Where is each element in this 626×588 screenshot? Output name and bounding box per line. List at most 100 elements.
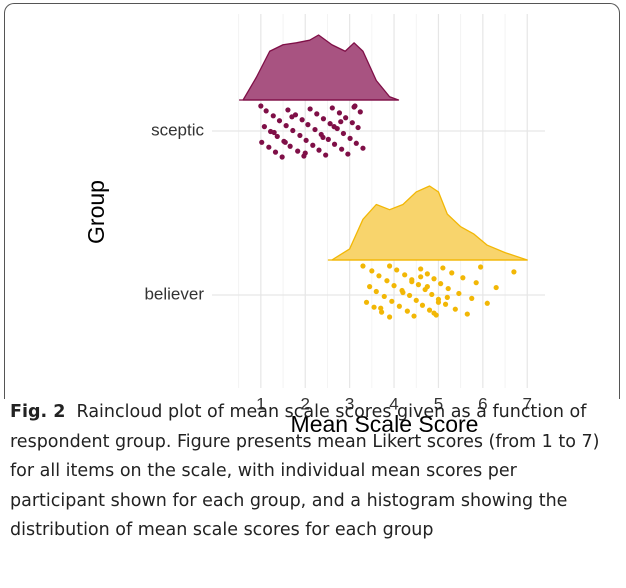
point bbox=[387, 314, 393, 320]
point bbox=[316, 147, 322, 153]
point bbox=[367, 284, 373, 290]
point bbox=[312, 126, 318, 133]
point bbox=[274, 133, 280, 140]
point bbox=[353, 140, 359, 146]
point bbox=[299, 117, 305, 123]
point bbox=[355, 124, 361, 131]
point bbox=[347, 135, 353, 141]
point bbox=[376, 273, 382, 279]
point bbox=[435, 299, 442, 305]
point bbox=[323, 152, 329, 158]
point bbox=[363, 299, 370, 305]
point bbox=[360, 263, 366, 269]
point bbox=[331, 141, 338, 147]
point bbox=[442, 301, 449, 307]
point bbox=[289, 114, 295, 120]
x-tick-label: 5 bbox=[434, 394, 443, 413]
point bbox=[444, 294, 450, 300]
point bbox=[276, 118, 283, 124]
point bbox=[287, 143, 293, 149]
point bbox=[329, 105, 335, 111]
point bbox=[404, 308, 410, 314]
point bbox=[258, 103, 264, 109]
point bbox=[297, 132, 303, 139]
point bbox=[339, 146, 345, 152]
point bbox=[295, 148, 301, 154]
x-axis-title: Mean Scale Score bbox=[291, 411, 479, 437]
point bbox=[285, 107, 291, 113]
point bbox=[431, 276, 437, 282]
point bbox=[271, 129, 277, 136]
point bbox=[272, 149, 279, 155]
density-area bbox=[331, 185, 528, 261]
point bbox=[426, 307, 433, 313]
point bbox=[387, 263, 393, 269]
density-area bbox=[242, 34, 400, 101]
point bbox=[357, 109, 363, 115]
point bbox=[282, 139, 288, 145]
point bbox=[402, 272, 408, 278]
point bbox=[406, 292, 413, 299]
point bbox=[413, 297, 419, 303]
point bbox=[484, 300, 490, 306]
point bbox=[473, 280, 479, 286]
point bbox=[283, 123, 289, 129]
point bbox=[445, 285, 451, 292]
point bbox=[266, 144, 272, 150]
point bbox=[270, 113, 276, 119]
point bbox=[302, 150, 308, 156]
point bbox=[452, 306, 458, 312]
point bbox=[424, 271, 430, 277]
point bbox=[336, 110, 343, 116]
point bbox=[449, 270, 455, 276]
point bbox=[340, 130, 347, 137]
point bbox=[419, 302, 426, 308]
point bbox=[381, 293, 387, 300]
point bbox=[263, 108, 269, 114]
point bbox=[391, 283, 397, 289]
point bbox=[429, 291, 435, 298]
point bbox=[352, 103, 358, 109]
point bbox=[379, 309, 385, 315]
point bbox=[418, 274, 424, 280]
point bbox=[394, 267, 400, 273]
point bbox=[338, 119, 344, 125]
caption: Fig. 2 Raincloud plot of mean scale scor… bbox=[10, 398, 616, 546]
point bbox=[303, 137, 309, 143]
point bbox=[373, 288, 379, 295]
point bbox=[493, 284, 499, 291]
caption-text: Raincloud plot of mean scale scores give… bbox=[10, 402, 600, 540]
point bbox=[369, 268, 375, 274]
point bbox=[345, 151, 351, 157]
chart: Mean Scale Score 1 2 3 4 5 6 7 sceptic believer G… bbox=[83, 14, 545, 437]
point bbox=[411, 313, 417, 319]
figure-frame bbox=[4, 3, 620, 399]
point bbox=[349, 120, 355, 126]
point bbox=[307, 106, 313, 112]
point bbox=[384, 278, 390, 284]
point bbox=[314, 111, 320, 117]
point bbox=[511, 269, 517, 275]
point bbox=[418, 266, 424, 272]
point bbox=[320, 134, 326, 140]
point bbox=[378, 305, 384, 311]
point bbox=[343, 115, 349, 121]
point bbox=[478, 264, 484, 270]
y-tick-label: sceptic bbox=[151, 120, 204, 139]
point bbox=[305, 122, 311, 128]
point bbox=[438, 281, 444, 287]
x-tick-label: 1 bbox=[256, 394, 265, 413]
point bbox=[320, 116, 327, 122]
point bbox=[440, 265, 446, 271]
point bbox=[371, 304, 377, 310]
point bbox=[310, 142, 316, 148]
point bbox=[279, 154, 285, 160]
x-tick-label: 7 bbox=[523, 394, 532, 413]
point bbox=[464, 311, 470, 317]
x-tick-label: 3 bbox=[345, 394, 354, 413]
point bbox=[400, 289, 406, 296]
y-axis-title: Group bbox=[83, 180, 109, 244]
point bbox=[424, 284, 430, 290]
point bbox=[259, 139, 265, 145]
point bbox=[431, 310, 437, 316]
